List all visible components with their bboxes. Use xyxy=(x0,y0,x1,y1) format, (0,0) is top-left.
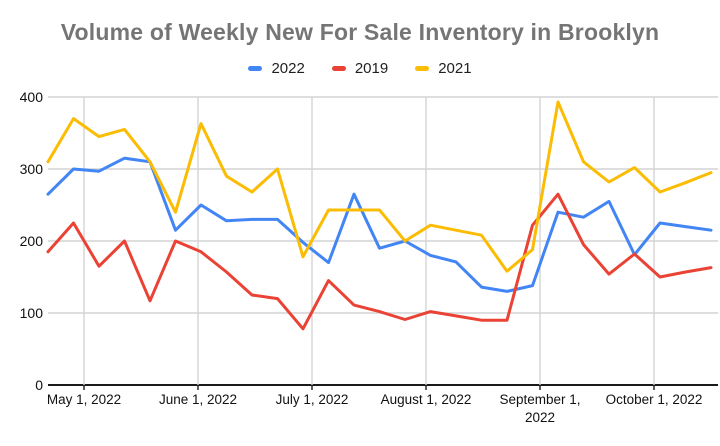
y-axis-tick-label: 200 xyxy=(19,233,43,249)
x-axis-tick-label: June 1, 2022 xyxy=(158,392,238,407)
x-axis-tick-label: July 1, 2022 xyxy=(275,392,349,407)
legend-label-2022: 2022 xyxy=(271,59,305,77)
y-axis-tick-label: 300 xyxy=(19,161,43,177)
legend-item-2021[interactable]: 2021 xyxy=(415,59,472,77)
legend-swatch-2022-icon xyxy=(248,65,263,71)
x-axis-tick-label: August 1, 2022 xyxy=(380,392,472,407)
y-axis-tick-label: 0 xyxy=(35,377,43,393)
legend-swatch-2019-icon xyxy=(331,65,346,71)
legend-label-2021: 2021 xyxy=(438,59,472,77)
legend-item-2019[interactable]: 2019 xyxy=(331,59,389,77)
series-line-2022[interactable] xyxy=(46,156,713,293)
chart-title: Volume of Weekly New For Sale Inventory … xyxy=(60,19,660,45)
x-axis-tick-label: May 1, 2022 xyxy=(46,392,122,407)
y-axis-tick-label: 400 xyxy=(19,89,43,105)
legend-swatch-2021-icon xyxy=(415,65,430,71)
y-axis-tick-label: 100 xyxy=(19,305,43,321)
x-axis-tick-label: September 1, 2022 xyxy=(499,392,581,425)
series-line-2021[interactable] xyxy=(46,100,713,273)
legend-label-2019: 2019 xyxy=(354,59,389,77)
legend-item-2022[interactable]: 2022 xyxy=(248,59,305,77)
series-line-2019[interactable] xyxy=(46,192,713,331)
legend: 2022 2019 2021 xyxy=(0,58,720,78)
x-axis-tick-label: October 1, 2022 xyxy=(605,392,703,407)
